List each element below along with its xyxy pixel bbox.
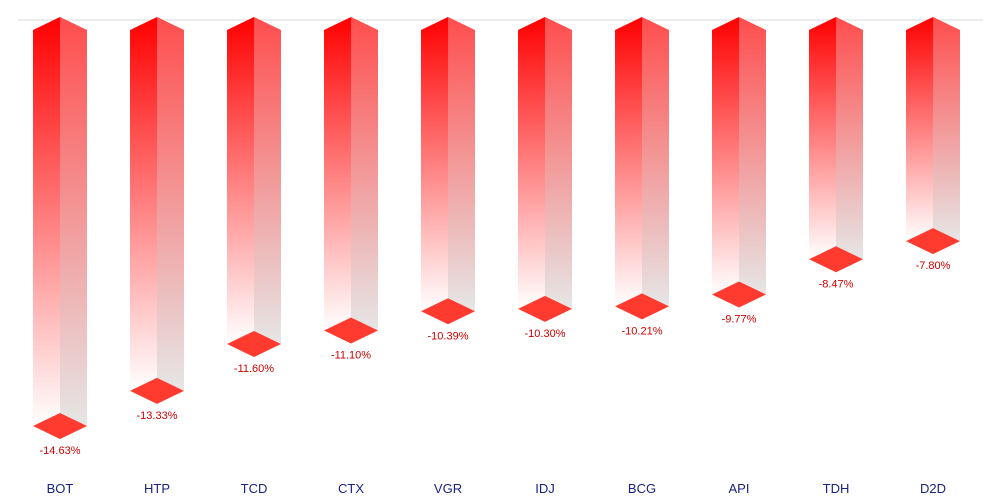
bar-cap [809,246,863,273]
bar-tcd [227,17,281,358]
category-label-bcg: BCG [628,481,656,496]
bar-front-face [130,17,157,391]
bar-side-face [60,17,87,427]
value-label-bcg: -10.21% [622,325,663,337]
bar-side-face [642,17,669,307]
bar-front-face [421,17,448,312]
category-label-ctx: CTX [338,481,364,496]
bar-idj [518,17,572,322]
bar-side-face [739,17,766,295]
value-label-ctx: -11.10% [331,349,371,361]
bar-front-face [518,17,545,309]
bar-cap [130,377,184,404]
bar-side-face [351,17,378,331]
category-label-idj: IDJ [535,481,555,496]
value-label-idj: -10.30% [525,328,566,340]
bar-tdh [809,17,863,273]
bar-cap [615,293,669,320]
bar-htp [130,17,184,404]
category-label-tcd: TCD [241,481,268,496]
bar-cap [227,331,281,358]
bar-front-face [33,17,60,427]
value-labels-group: -14.63% -13.33% -11.60% -11.10% -10.39% -10.3… [40,260,951,457]
value-label-htp: -13.33% [137,410,178,422]
category-labels-group: BOT HTP TCD CTX VGR IDJ BCG API TDH D2D [47,481,946,496]
category-label-d2d: D2D [920,481,946,496]
bar-front-face [712,17,739,295]
bar-cap [518,295,572,322]
bar-front-face [324,17,351,331]
bar-cap [906,228,960,255]
bar-ctx [324,17,378,344]
bar-front-face [227,17,254,345]
bar-front-face [809,17,836,260]
bar-cap [33,413,87,440]
category-label-tdh: TDH [823,481,850,496]
category-label-htp: HTP [144,481,170,496]
bar-d2d [906,17,960,255]
value-label-tdh: -8.47% [819,278,854,290]
bar-front-face [906,17,933,242]
value-label-api: -9.77% [722,313,757,325]
value-label-tcd: -11.60% [234,363,274,375]
bar-cap [324,317,378,344]
bar-api [712,17,766,308]
category-label-vgr: VGR [434,481,462,496]
category-label-api: API [729,481,750,496]
bar-front-face [615,17,642,307]
bar-side-face [448,17,475,312]
bar-bcg [615,17,669,320]
bar-vgr [421,17,475,325]
value-label-bot: -14.63% [40,445,81,457]
bar-bot [33,17,87,440]
bar-side-face [545,17,572,309]
bar-side-face [157,17,184,391]
bars-group [33,17,960,440]
bar-side-face [836,17,863,260]
category-label-bot: BOT [47,481,74,496]
value-label-d2d: -7.80% [916,260,951,272]
bar-cap [712,281,766,308]
bar-side-face [254,17,281,345]
bar-cap [421,298,475,325]
value-label-vgr: -10.39% [428,330,469,342]
bar-side-face [933,17,960,242]
